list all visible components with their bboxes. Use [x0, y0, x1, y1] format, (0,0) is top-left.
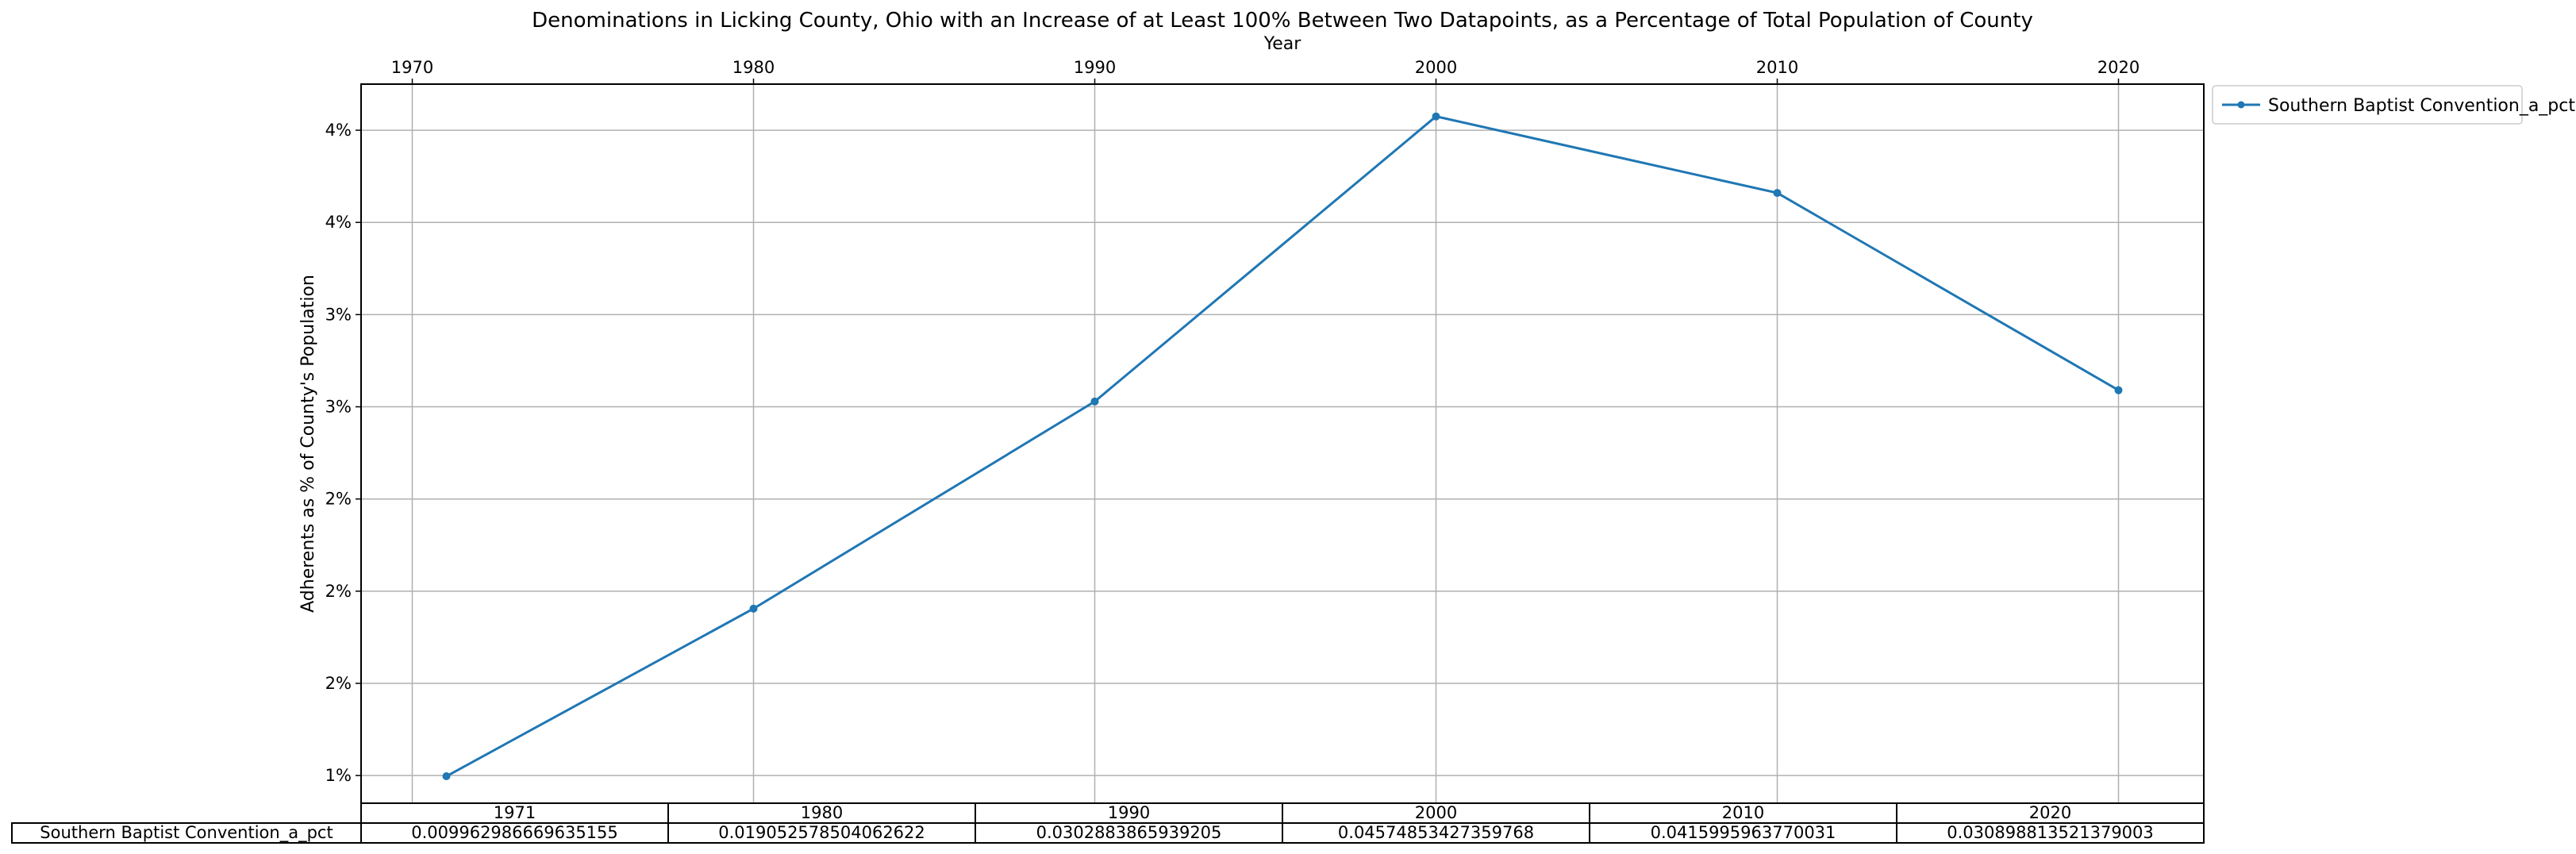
x-tick-label: 1970	[391, 58, 433, 77]
table-cell: 0.0302883865939205	[1036, 823, 1222, 842]
x-axis-label: Year	[1263, 34, 1302, 54]
legend-box	[2212, 85, 2523, 125]
legend-marker-swatch	[2237, 101, 2245, 109]
y-axis-label: Adherents as % of County's Population	[298, 275, 318, 613]
y-tick-label: 3%	[325, 398, 352, 417]
table-column-header: 2000	[1415, 803, 1457, 822]
x-tick-label: 1980	[732, 58, 775, 77]
y-tick-label: 4%	[325, 121, 352, 140]
x-tick-label: 2000	[1415, 58, 1457, 77]
table-cell: 0.019052578504062622	[718, 823, 925, 842]
chart-title: Denominations in Licking County, Ohio wi…	[532, 9, 2033, 33]
legend: Southern Baptist Convention_a_pct	[2212, 85, 2575, 125]
y-tick-label: 1%	[325, 766, 352, 785]
data-point	[2114, 386, 2123, 394]
table-column-header: 1971	[494, 803, 536, 822]
table-data-row	[11, 822, 2205, 844]
table-cell: 0.04574853427359768	[1338, 823, 1534, 842]
axis-ticks: 1970 1980 1990 2000 2010 2020 1% 2% 2% 2% 3% 3% 4% 4%	[325, 58, 2140, 785]
data-point	[1773, 189, 1782, 198]
table-cell: 0.009962986669635155	[411, 823, 618, 842]
table-cell: 0.030898813521379003	[1947, 823, 2154, 842]
data-point	[442, 772, 451, 781]
table-column-header: 2010	[1722, 803, 1764, 822]
y-tick-label: 2%	[325, 674, 352, 693]
plot-frame	[360, 83, 2205, 804]
y-tick-label: 3%	[325, 305, 352, 324]
x-tick-label: 1990	[1074, 58, 1116, 77]
y-tick-label: 4%	[325, 213, 352, 232]
table-column-header: 1980	[801, 803, 843, 822]
grid-lines	[361, 84, 2204, 803]
x-tick-label: 2010	[1756, 58, 1798, 77]
series-layer	[442, 112, 2123, 781]
y-tick-label: 2%	[325, 490, 352, 509]
series-line	[445, 115, 2120, 778]
data-point	[1090, 397, 1099, 406]
table-cell: 0.0415995963770031	[1651, 823, 1836, 842]
x-tick-label: 2020	[2097, 58, 2140, 77]
y-tick-label: 2%	[325, 582, 352, 601]
data-point	[1432, 112, 1440, 121]
legend-entry-label: Southern Baptist Convention_a_pct	[2268, 96, 2575, 116]
table-column-header: 2020	[2029, 803, 2071, 822]
table-row-label: Southern Baptist Convention_a_pct	[40, 823, 333, 843]
data-point	[749, 604, 758, 613]
table-column-header: 1990	[1108, 803, 1150, 822]
